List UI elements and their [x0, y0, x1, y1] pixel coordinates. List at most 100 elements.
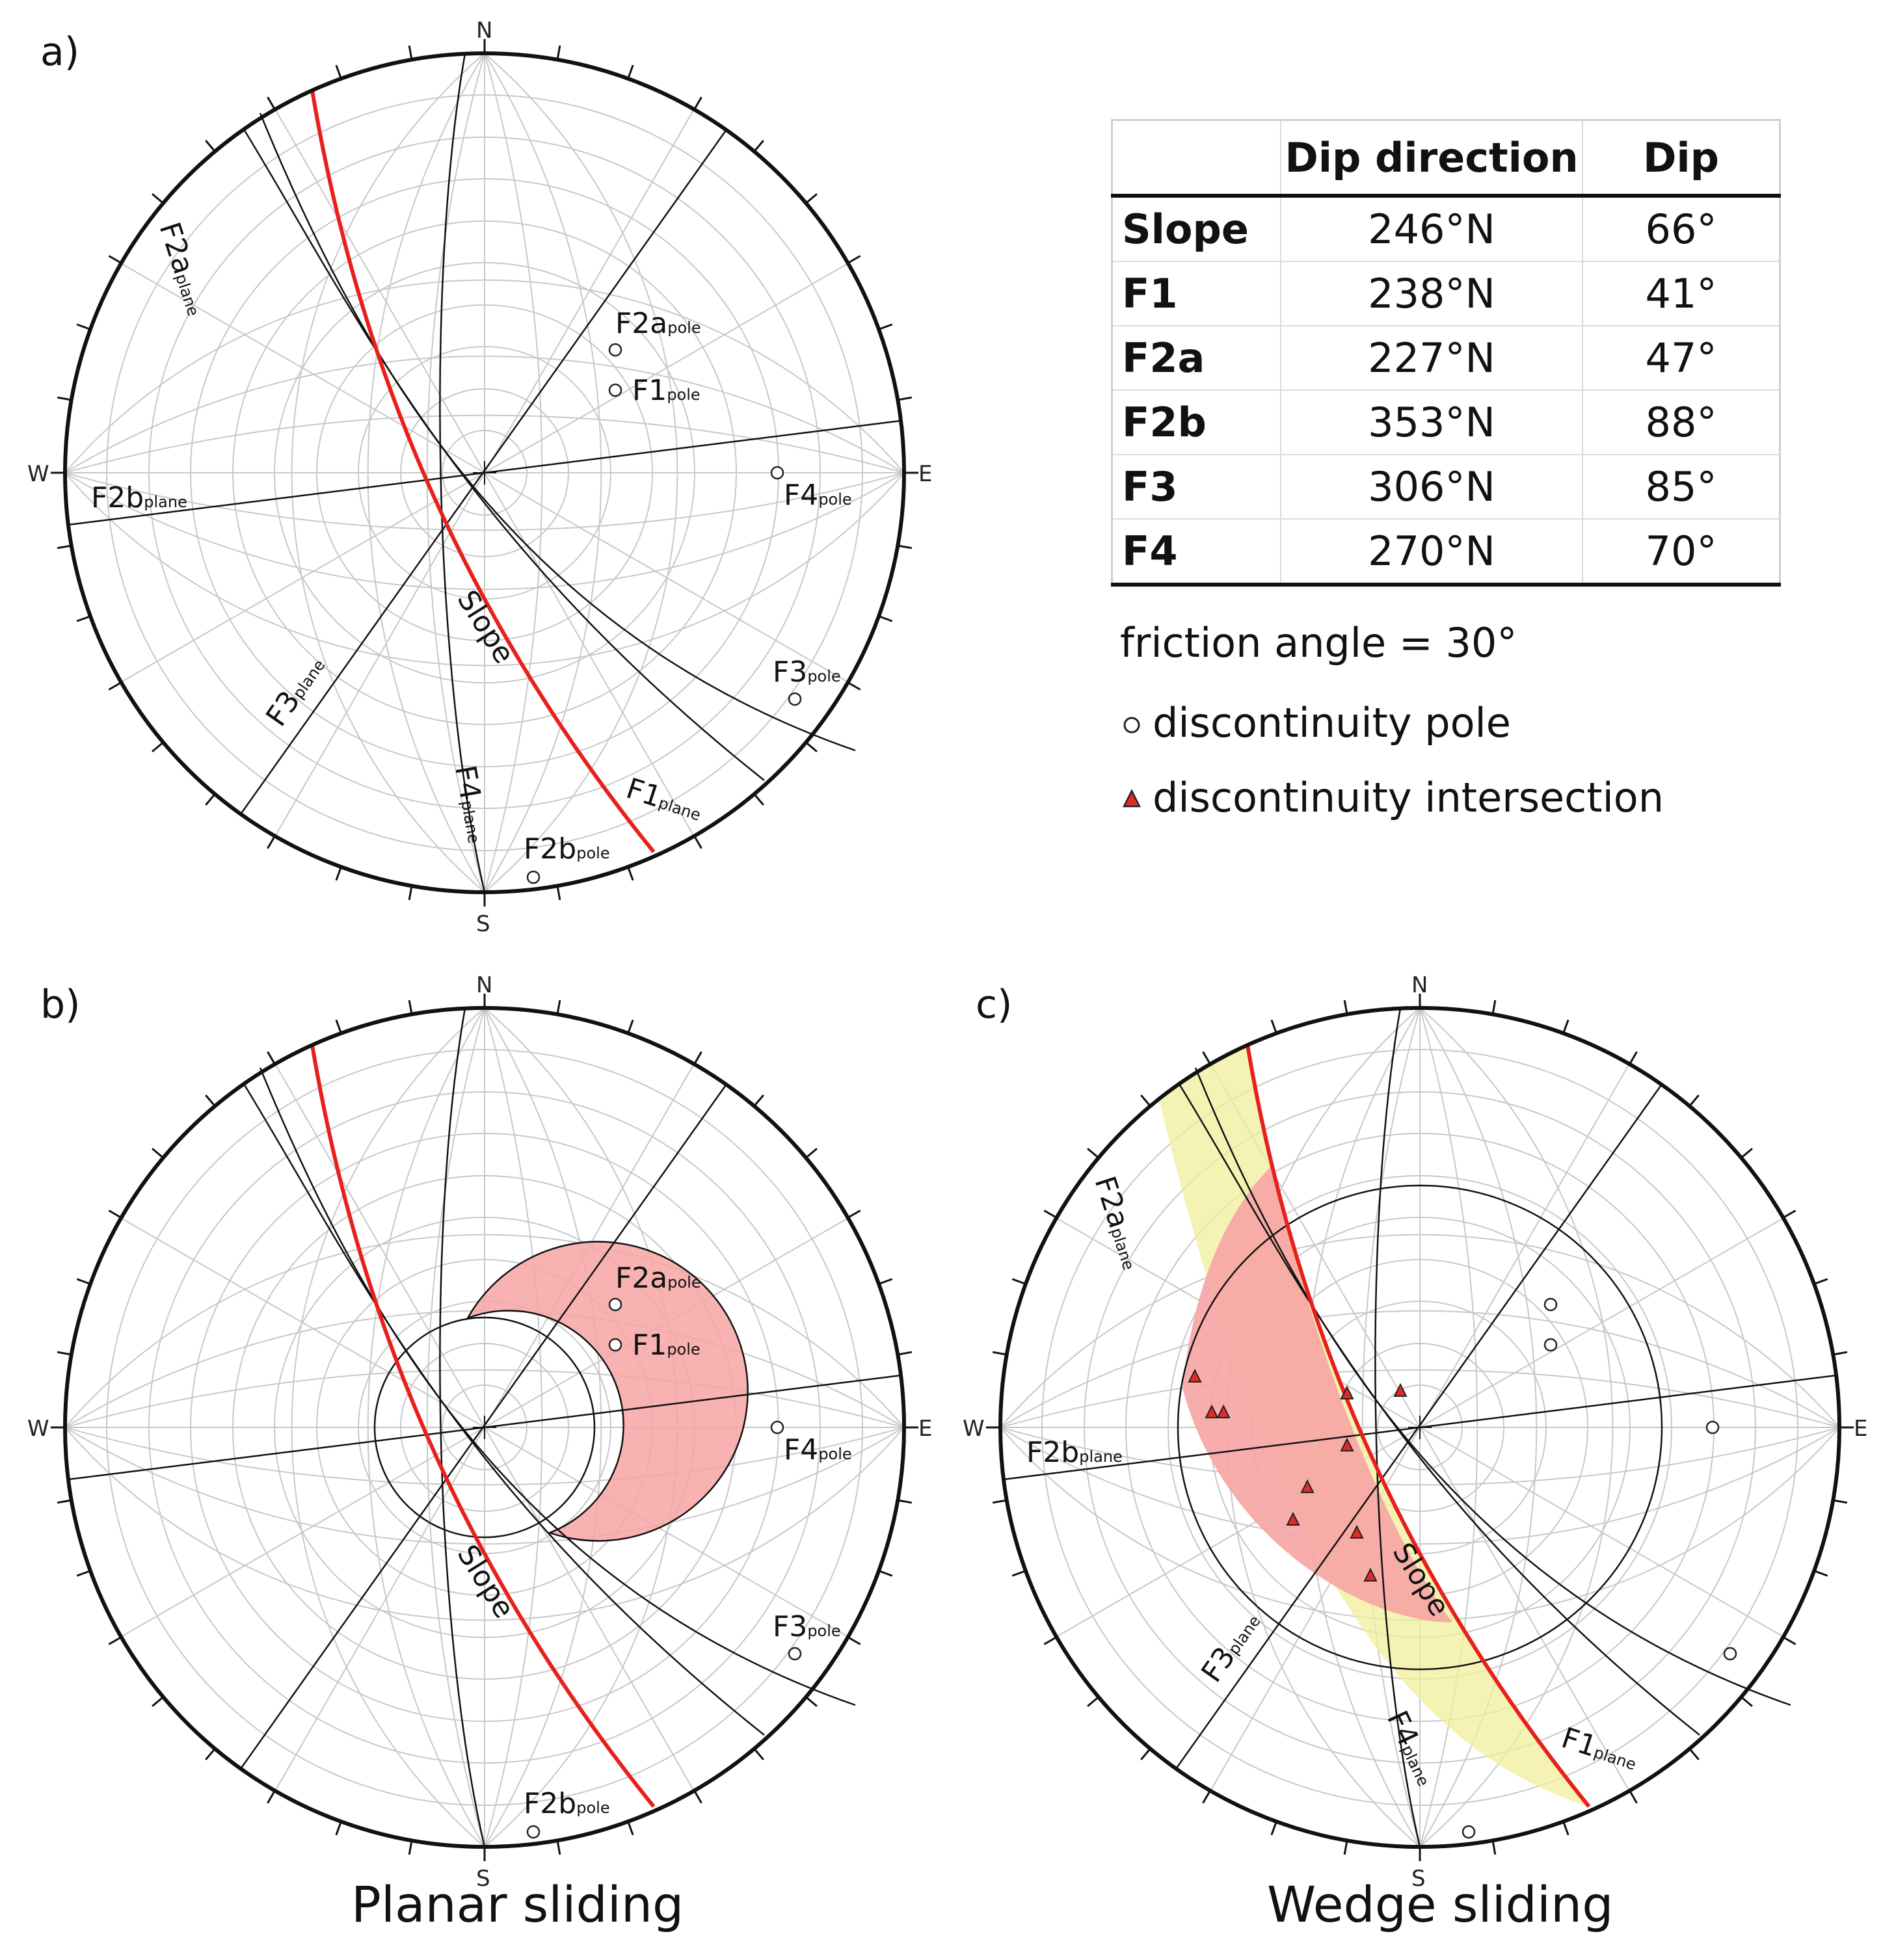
legend-pole: discontinuity pole: [1120, 699, 1511, 747]
row-dip-direction: 270°N: [1280, 519, 1582, 587]
header-dip-direction: Dip direction: [1280, 119, 1582, 198]
north-label-a: N: [476, 18, 492, 44]
header-dip: Dip: [1582, 119, 1781, 198]
row-dip-direction: 306°N: [1280, 455, 1582, 520]
table-row: F2b 353°N 88°: [1111, 390, 1781, 455]
table-row: F2a 227°N 47°: [1111, 326, 1781, 391]
row-dip-direction: 238°N: [1280, 261, 1582, 326]
row-dip: 41°: [1582, 261, 1781, 326]
intersection-1: [1188, 1368, 1202, 1383]
south-label-b: S: [476, 1866, 490, 1892]
wedge-zone-red: [1182, 1167, 1452, 1622]
f2b-pole-c: [1462, 1825, 1476, 1839]
f1-pole-c: [1543, 1338, 1558, 1352]
intersection-triangle-icon: [1120, 774, 1153, 821]
row-dip-direction: 353°N: [1280, 390, 1582, 455]
f2b-plane-label-a: F2bplane: [91, 481, 187, 514]
north-label-b: N: [476, 972, 492, 998]
panel-c-label: c): [976, 982, 1012, 1027]
f1-pole-a: [608, 383, 622, 397]
intersection-6: [1340, 1437, 1354, 1451]
f4-plane-label-a: F4plane: [448, 763, 494, 845]
row-dip: 88°: [1582, 390, 1781, 455]
panel-a-label: a): [40, 29, 79, 75]
row-dip: 47°: [1582, 326, 1781, 391]
row-name: Slope: [1111, 196, 1281, 262]
planar-sliding-zone: [466, 1241, 749, 1542]
intersection-5: [1393, 1383, 1408, 1397]
intersection-2: [1205, 1404, 1219, 1418]
wedge-sliding-caption: Wedge sliding: [1267, 1875, 1613, 1933]
dip-data-table: Dip direction Dip Slope 246°N 66° F1 238…: [1111, 119, 1781, 587]
row-name: F3: [1111, 455, 1281, 520]
f3-pole-b: [788, 1647, 802, 1661]
f4-pole-c: [1705, 1420, 1720, 1435]
f3-plane-label-a: F3plane: [260, 650, 332, 732]
south-label-a: S: [476, 911, 490, 937]
dip-data-table-container: Dip direction Dip Slope 246°N 66° F1 238…: [1111, 119, 1781, 587]
stereonet-panel-c: c) N S: [963, 972, 1867, 1933]
f4-pole-label-b: F4pole: [784, 1433, 852, 1466]
intersection-9: [1350, 1524, 1364, 1539]
stereonet-panel-b: b) N S W E F2apole F1pole F4pole F3pole: [27, 972, 932, 1933]
table-row: F1 238°N 41°: [1111, 261, 1781, 326]
f2b-pole-b: [526, 1825, 541, 1839]
f1-pole-label-b: F1pole: [632, 1329, 701, 1362]
f2a-pole-c: [1543, 1297, 1558, 1312]
f2b-pole-a: [526, 870, 541, 884]
f1-pole-b: [608, 1338, 622, 1352]
row-name: F4: [1111, 519, 1281, 587]
f4-pole-a: [770, 466, 784, 480]
intersection-10: [1363, 1567, 1378, 1582]
intersection-7: [1300, 1479, 1315, 1493]
intersection-8: [1286, 1511, 1300, 1526]
table-row: F4 270°N 70°: [1111, 519, 1781, 587]
f4-plane-label-c: F4plane: [1380, 1706, 1443, 1790]
friction-angle-text: friction angle = 30°: [1120, 619, 1517, 667]
intersection-3: [1216, 1404, 1231, 1418]
f3-pole-a: [788, 692, 802, 706]
slope-label-a: Slope: [451, 585, 521, 670]
f2a-pole-label-a: F2apole: [615, 307, 701, 340]
f2a-pole-label-b: F2apole: [615, 1262, 701, 1295]
f2b-pole-label-a: F2bpole: [524, 832, 610, 866]
f1-pole-label-a: F1pole: [632, 374, 701, 407]
pole-symbol-icon: [1120, 699, 1153, 747]
f4-pole-label-a: F4pole: [784, 479, 852, 512]
row-name: F1: [1111, 261, 1281, 326]
east-label-b: E: [918, 1416, 932, 1442]
panel-b-label: b): [40, 982, 81, 1027]
planar-sliding-caption: Planar sliding: [351, 1875, 684, 1933]
legend-pole-label: discontinuity pole: [1153, 699, 1511, 747]
legend-intersection-label: discontinuity intersection: [1153, 774, 1664, 821]
south-label-c: S: [1411, 1866, 1426, 1892]
table-header-row: Dip direction Dip: [1111, 119, 1781, 198]
row-dip: 70°: [1582, 519, 1781, 587]
row-dip: 85°: [1582, 455, 1781, 520]
stereonet-panel-a: a) N S W E F2apole F1pole F4pole F3pole …: [27, 18, 932, 937]
row-name: F2a: [1111, 326, 1281, 391]
f3-plane-label-c: F3plane: [1195, 1606, 1267, 1688]
header-name: [1111, 119, 1281, 198]
friction-cone-c: [1177, 1184, 1663, 1671]
f1-plane-a: [243, 128, 766, 782]
f3-pole-label-a: F3pole: [773, 656, 841, 689]
f2a-pole-b: [608, 1297, 622, 1312]
east-label-c: E: [1854, 1416, 1867, 1442]
north-label-c: N: [1411, 972, 1428, 998]
row-dip: 66°: [1582, 196, 1781, 262]
row-name: F2b: [1111, 390, 1281, 455]
f1-plane-label-c: F1plane: [1558, 1721, 1642, 1777]
row-dip-direction: 246°N: [1280, 196, 1582, 262]
west-label-b: W: [27, 1416, 49, 1442]
f2b-plane-label-c: F2bplane: [1026, 1436, 1123, 1469]
east-label-a: E: [918, 461, 932, 487]
table-row: F3 306°N 85°: [1111, 455, 1781, 520]
intersection-4: [1340, 1385, 1354, 1399]
f4-pole-b: [770, 1420, 784, 1435]
f3-pole-label-b: F3pole: [773, 1610, 841, 1643]
row-dip-direction: 227°N: [1280, 326, 1582, 391]
table-row: Slope 246°N 66°: [1111, 196, 1781, 262]
friction-cone-b: [373, 1316, 596, 1539]
